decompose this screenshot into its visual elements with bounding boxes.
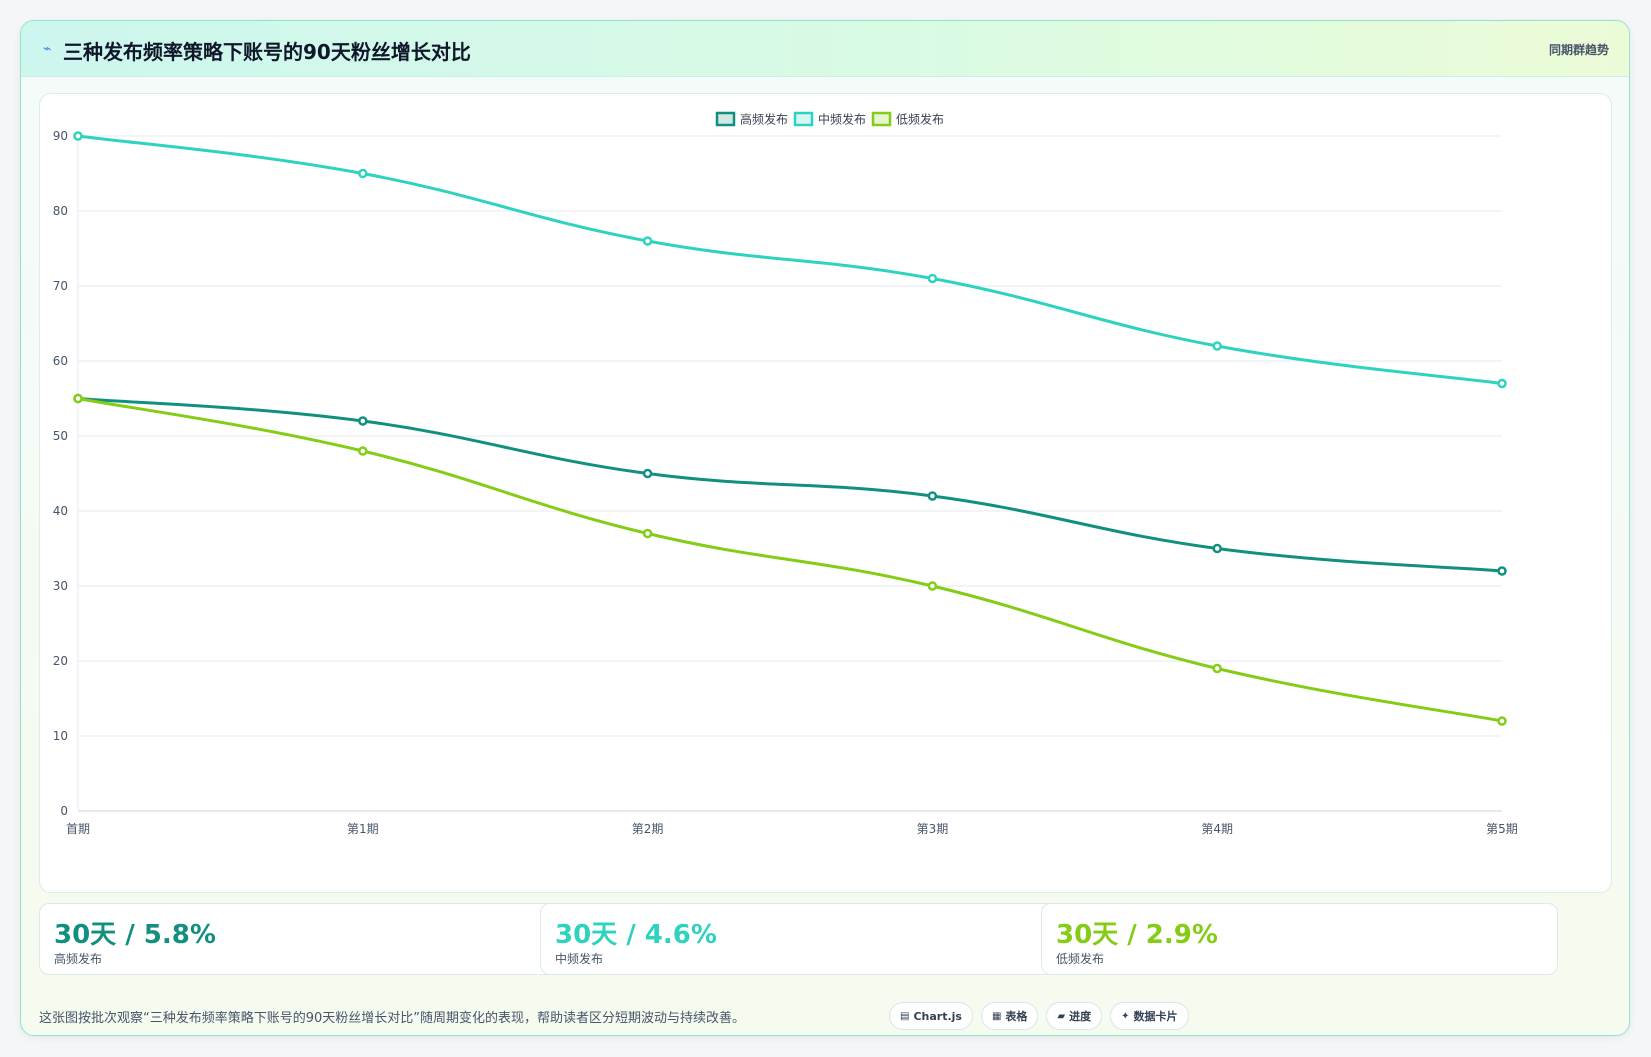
data-point (1497, 566, 1507, 576)
y-tick-label: 80 (53, 204, 68, 218)
y-tick-label: 20 (53, 654, 68, 668)
y-tick-label: 90 (53, 129, 68, 143)
data-point (642, 528, 653, 539)
stat-value: 30天 / 2.9% (1056, 920, 1218, 950)
chart-line-icon: ⌁ (43, 41, 52, 57)
pill-label: Chart.js (913, 1009, 962, 1023)
y-tick-label: 0 (60, 804, 68, 818)
stat-card-high: 30天 / 5.8% 高频发布 (39, 903, 556, 975)
stat-label: 低频发布 (1056, 952, 1105, 966)
data-point (358, 446, 368, 456)
y-tick-label: 30 (53, 579, 68, 593)
legend-label: 低频发布 (896, 112, 944, 127)
legend-swatch (871, 111, 892, 127)
chart-area: 0 10 20 30 40 50 60 70 80 90 首期 第1期 第2期 第3期 第4期 第5期 高频发布… (39, 93, 1612, 893)
table-icon: ▦ (991, 1010, 1002, 1022)
data-point (927, 581, 938, 591)
stat-card-low: 30天 / 2.9% 低频发布 (1041, 903, 1558, 975)
page-title: 三种发布频率策略下账号的90天粉丝增长对比 (63, 40, 471, 64)
legend-label: 中频发布 (818, 112, 866, 127)
pill-chartjs[interactable]: ▤ Chart.js (889, 1002, 973, 1030)
data-point (642, 236, 653, 246)
stat-value: 30天 / 4.6% (555, 920, 717, 950)
legend-label: 高频发布 (740, 112, 788, 127)
data-point (1212, 543, 1222, 554)
line-chart: 0 10 20 30 40 50 60 70 80 90 首期 第1期 第2期 第3期 第4期 第5期 高频发布… (53, 111, 1518, 837)
y-tick-label: 70 (53, 279, 68, 293)
stat-label: 高频发布 (54, 952, 103, 966)
pill-table[interactable]: ▦ 表格 (980, 1002, 1039, 1030)
y-tick-label: 60 (53, 354, 68, 368)
series-line-3 (77, 397, 1503, 723)
x-tick-label: 第3期 (917, 822, 949, 836)
chart-card: ⌁ 三种发布频率策略下账号的90天粉丝增长对比 同期群趋势 0 10 20 30 40 5… (20, 20, 1630, 1036)
y-tick-label: 10 (53, 729, 68, 743)
x-tick-label: 首期 (66, 822, 90, 836)
pill-label: 进度 (1069, 1010, 1092, 1023)
data-point (642, 468, 653, 479)
series-line-2 (77, 134, 1503, 385)
data-point (927, 273, 938, 284)
card-header: ⌁ 三种发布频率策略下账号的90天粉丝增长对比 同期群趋势 (21, 21, 1629, 77)
data-point (1212, 341, 1222, 351)
series-line-1 (77, 397, 1503, 573)
x-tick-label: 第2期 (632, 822, 664, 836)
x-tick-label: 第5期 (1486, 822, 1518, 836)
stat-value: 30天 / 5.8% (54, 920, 216, 950)
data-point (358, 168, 368, 179)
sparkle-icon: ✦ (1121, 1010, 1130, 1022)
y-tick-label: 40 (53, 504, 68, 518)
data-point (1497, 716, 1507, 726)
data-point (927, 491, 938, 501)
data-point (1497, 378, 1507, 389)
chart-footnote: 这张图按批次观察“三种发布频率策略下账号的90天粉丝增长对比”随周期变化的表现，… (39, 1011, 746, 1026)
pill-data-card[interactable]: ✦ 数据卡片 (1110, 1002, 1189, 1030)
data-point (358, 416, 368, 426)
stat-label: 中频发布 (555, 952, 604, 966)
chart-icon: ▤ (900, 1010, 910, 1022)
x-tick-label: 第4期 (1201, 822, 1233, 836)
legend-swatch (793, 111, 814, 127)
tag-pills: ▤ Chart.js ▦ 表格 ▰ 进度 ✦ 数据卡片 (889, 1002, 1189, 1030)
header-badge: 同期群趋势 (1548, 43, 1609, 57)
data-point (73, 393, 83, 404)
y-tick-label: 50 (53, 429, 68, 443)
progress-icon: ▰ (1057, 1010, 1066, 1022)
data-point (1212, 663, 1222, 674)
legend-swatch (715, 111, 736, 127)
pill-label: 表格 (1005, 1010, 1028, 1023)
stat-card-mid: 30天 / 4.6% 中频发布 (540, 903, 1057, 975)
data-point (73, 131, 83, 141)
pill-label: 数据卡片 (1133, 1010, 1178, 1023)
pill-progress[interactable]: ▰ 进度 (1046, 1002, 1103, 1030)
x-tick-label: 第1期 (347, 822, 379, 836)
